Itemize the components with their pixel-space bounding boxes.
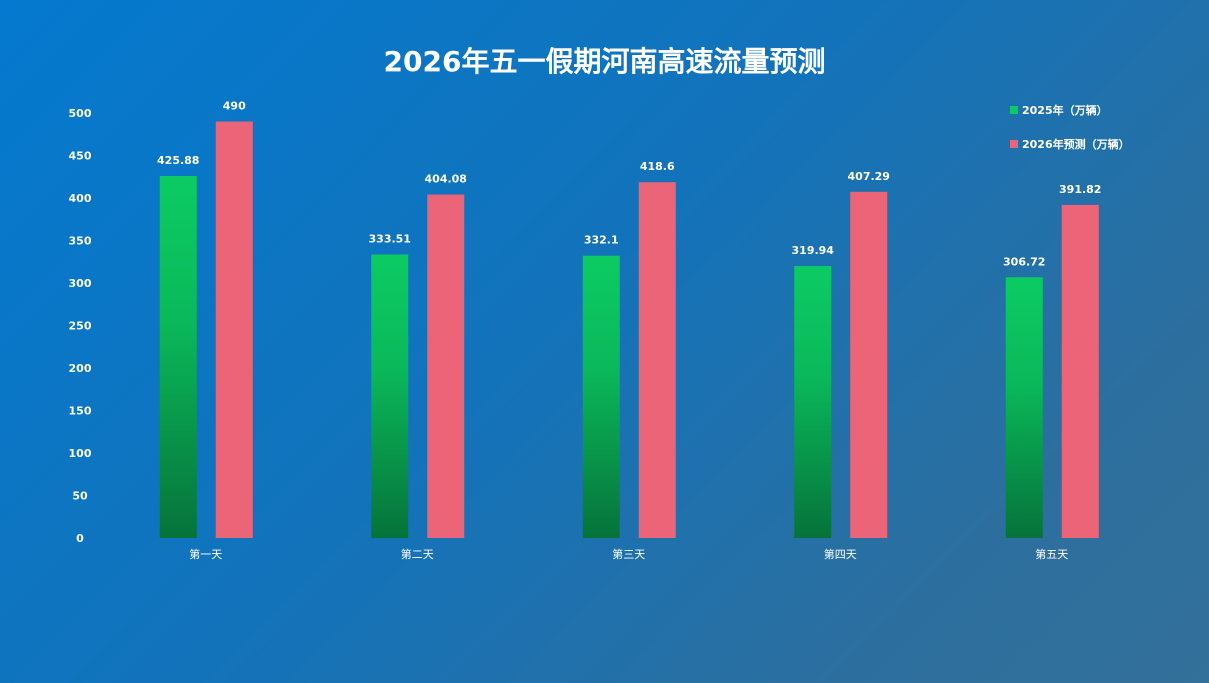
y-tick-label: 450 bbox=[69, 150, 92, 163]
data-label: 332.1 bbox=[584, 234, 619, 247]
data-label: 306.72 bbox=[1003, 255, 1045, 268]
bar-2026[interactable] bbox=[215, 121, 253, 539]
y-tick-label: 100 bbox=[69, 447, 92, 460]
chart-title: 2026年五一假期河南高速流量预测 bbox=[383, 45, 826, 78]
y-tick-label: 200 bbox=[69, 362, 92, 375]
bar-2026[interactable] bbox=[1061, 204, 1099, 538]
y-tick-label: 400 bbox=[69, 192, 92, 205]
legend-label: 2026年预测（万辆） bbox=[1022, 138, 1130, 151]
data-label: 418.6 bbox=[640, 160, 675, 173]
x-tick-label: 第五天 bbox=[1035, 547, 1068, 561]
y-tick-label: 350 bbox=[69, 235, 92, 248]
legend-item-2026[interactable]: 2026年预测（万辆） bbox=[1010, 136, 1130, 152]
y-tick-label: 500 bbox=[69, 107, 92, 120]
legend-swatch bbox=[1010, 106, 1018, 114]
y-tick-label: 300 bbox=[69, 277, 92, 290]
bar-2025[interactable] bbox=[371, 254, 409, 539]
bar-2025[interactable] bbox=[794, 266, 832, 538]
data-label: 391.82 bbox=[1059, 183, 1101, 196]
x-tick-label: 第三天 bbox=[612, 547, 645, 561]
y-tick-label: 50 bbox=[72, 490, 88, 503]
bar-2026[interactable] bbox=[427, 194, 465, 539]
data-label: 333.51 bbox=[369, 233, 411, 246]
data-label: 407.29 bbox=[848, 170, 890, 183]
data-label: 319.94 bbox=[792, 244, 835, 257]
bar-2026[interactable] bbox=[850, 191, 888, 538]
bar-2025[interactable] bbox=[582, 255, 620, 538]
legend-label: 2025年（万辆） bbox=[1022, 104, 1108, 117]
x-tick-label: 第二天 bbox=[401, 547, 434, 561]
x-tick-label: 第四天 bbox=[824, 547, 857, 561]
y-tick-label: 150 bbox=[69, 405, 92, 418]
x-tick-label: 第一天 bbox=[189, 547, 222, 561]
data-label: 404.08 bbox=[425, 173, 467, 186]
data-label: 425.88 bbox=[157, 154, 199, 167]
legend-swatch bbox=[1010, 140, 1018, 148]
bar-2025[interactable] bbox=[159, 176, 197, 538]
y-tick-label: 250 bbox=[69, 320, 92, 333]
bar-2026[interactable] bbox=[638, 182, 676, 538]
legend-item-2025[interactable]: 2025年（万辆） bbox=[1010, 102, 1108, 118]
data-label: 490 bbox=[223, 100, 246, 113]
y-tick-label: 0 bbox=[76, 532, 84, 545]
bar-2025[interactable] bbox=[1005, 277, 1043, 538]
